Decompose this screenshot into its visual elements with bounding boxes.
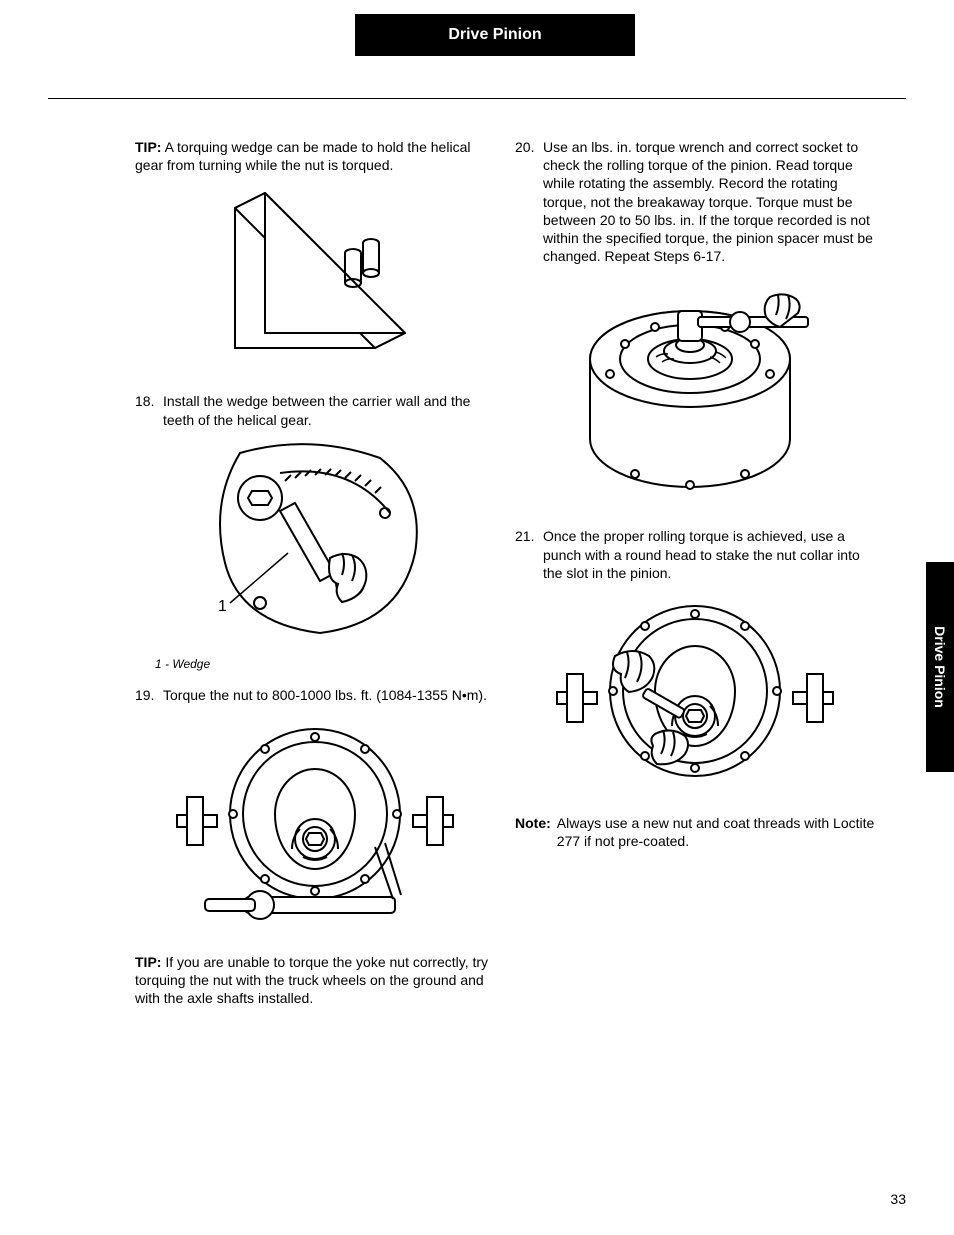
step-18-num: 18. <box>135 392 163 428</box>
step-21-text: Once the proper rolling torque is achiev… <box>543 527 875 582</box>
tip-2-text: If you are unable to torque the yoke nut… <box>135 954 488 1006</box>
figure-wedge-block <box>135 188 495 378</box>
side-tab-label: Drive Pinion <box>932 626 948 708</box>
figure-wedge-insert: 1 <box>135 443 495 643</box>
figure-2-caption: 1 - Wedge <box>155 657 495 673</box>
step-19-num: 19. <box>135 686 163 704</box>
step-18-text: Install the wedge between the carrier wa… <box>163 392 495 428</box>
left-column: TIP: A torquing wedge can be made to hol… <box>135 138 495 1021</box>
tip-2-label: TIP: <box>135 954 161 970</box>
figure-stake-nut <box>515 596 875 796</box>
tip-1-text: A torquing wedge can be made to hold the… <box>135 139 470 173</box>
side-tab: Drive Pinion <box>926 562 954 772</box>
page-number: 33 <box>890 1191 906 1207</box>
note-text: Always use a new nut and coat threads wi… <box>557 814 875 850</box>
tip-1: TIP: A torquing wedge can be made to hol… <box>135 138 495 174</box>
step-18: 18. Install the wedge between the carrie… <box>135 392 495 428</box>
header-rule <box>48 98 906 99</box>
tip-2: TIP: If you are unable to torque the yok… <box>135 953 495 1008</box>
step-21: 21. Once the proper rolling torque is ac… <box>515 527 875 582</box>
step-20-num: 20. <box>515 138 543 265</box>
right-column: 20. Use an lbs. in. torque wrench and co… <box>515 138 875 864</box>
step-19: 19. Torque the nut to 800-1000 lbs. ft. … <box>135 686 495 704</box>
step-20: 20. Use an lbs. in. torque wrench and co… <box>515 138 875 265</box>
tip-1-label: TIP: <box>135 139 161 155</box>
step-20-text: Use an lbs. in. torque wrench and correc… <box>543 138 875 265</box>
figure-torque-nut <box>135 719 495 939</box>
header-title: Drive Pinion <box>355 14 635 56</box>
figure-rolling-torque <box>515 289 875 509</box>
note-label: Note: <box>515 814 551 850</box>
note-block: Note: Always use a new nut and coat thre… <box>515 814 875 850</box>
figure-2-callout: 1 <box>218 598 227 615</box>
step-19-text: Torque the nut to 800-1000 lbs. ft. (108… <box>163 686 495 704</box>
step-21-num: 21. <box>515 527 543 582</box>
